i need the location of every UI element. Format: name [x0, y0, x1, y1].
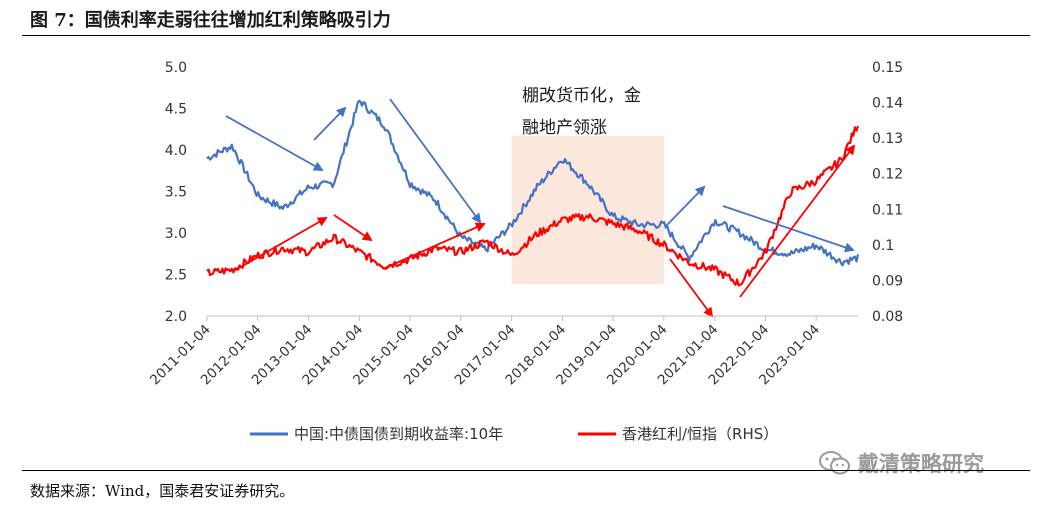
y-left-tick-label: 4.5	[165, 102, 187, 118]
y-right-tick-label: 0.11	[872, 202, 903, 218]
watermark: 戴清策略研究	[818, 448, 984, 478]
y-left-tick-label: 3.5	[165, 185, 187, 201]
annotation-line-1: 棚改货币化，金	[522, 86, 641, 106]
trend-arrow-blue	[665, 185, 706, 227]
y-left-tick-label: 4.0	[165, 143, 187, 159]
legend-label: 香港红利/恒指（RHS）	[622, 425, 778, 443]
annotation-shaded-period	[511, 136, 664, 284]
trend-arrow-red	[333, 214, 373, 242]
source-rule	[22, 470, 1030, 471]
y-left-tick-label: 2.5	[165, 268, 187, 284]
trend-arrow-red	[384, 222, 486, 269]
figure-title: 图 7：国债利率走弱往往增加红利策略吸引力	[30, 10, 391, 31]
trend-arrow-blue	[225, 115, 324, 171]
y-left-tick-label: 2.0	[165, 309, 187, 325]
wechat-icon	[819, 451, 850, 475]
legend-label: 中国:中债国债到期收益率:10年	[294, 425, 503, 443]
y-right-tick-label: 0.15	[872, 60, 903, 76]
trend-arrow-blue	[389, 98, 482, 224]
y-right-tick-label: 0.12	[872, 167, 903, 183]
watermark-text: 戴清策略研究	[858, 452, 984, 476]
series-line-hk-dividend-ratio	[206, 125, 860, 287]
series-line-cn-10y-yield	[206, 99, 860, 267]
trend-arrow-red	[231, 217, 328, 273]
trend-arrow-red	[669, 258, 714, 318]
y-left-tick-label: 3.0	[165, 226, 187, 242]
source-note: 数据来源：Wind，国泰君安证券研究。	[30, 482, 295, 500]
trend-arrow-blue	[313, 106, 347, 141]
y-right-tick-label: 0.08	[872, 309, 903, 325]
y-right-tick-label: 0.14	[872, 96, 903, 112]
y-left-tick-label: 5.0	[165, 60, 187, 76]
y-right-tick-label: 0.1	[872, 238, 894, 254]
y-right-tick-label: 0.13	[872, 131, 903, 147]
trend-arrow-blue	[722, 205, 855, 253]
title-rule	[22, 35, 1030, 36]
y-right-tick-label: 0.09	[872, 273, 903, 289]
annotation-line-2: 融地产领涨	[522, 118, 607, 138]
trend-arrow-red	[739, 144, 856, 298]
